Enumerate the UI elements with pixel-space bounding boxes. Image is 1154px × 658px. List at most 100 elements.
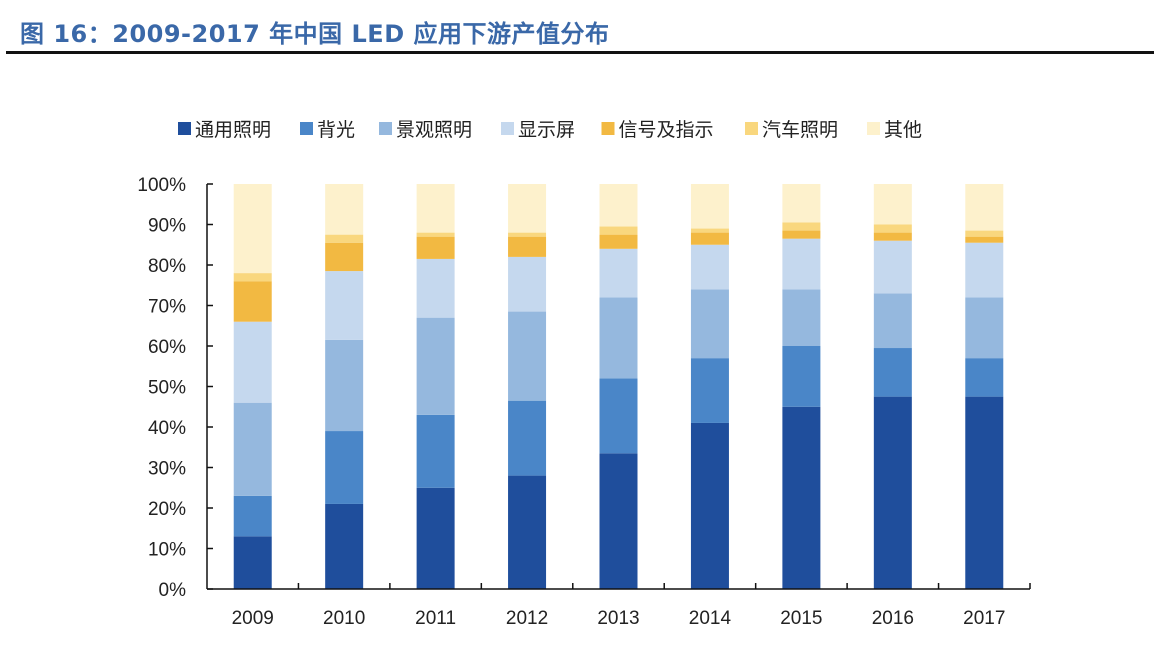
- bar-segment: [508, 256, 547, 312]
- y-tick-label: 30%: [148, 459, 186, 480]
- bar-segment: [416, 232, 455, 237]
- bar-segment: [965, 242, 1004, 298]
- x-tick-label: 2009: [232, 608, 274, 629]
- y-tick-label: 10%: [148, 540, 186, 561]
- bar-segment: [873, 184, 912, 225]
- bar-segment: [599, 226, 638, 235]
- bar-segment: [416, 236, 455, 259]
- bar-segment: [508, 236, 547, 257]
- bar-segment: [965, 396, 1004, 589]
- bar-segment: [690, 422, 729, 589]
- legend-swatch: [745, 122, 758, 135]
- bar-segment: [599, 378, 638, 454]
- bar-segment: [690, 244, 729, 290]
- bar-segment: [782, 222, 821, 231]
- bar-segment: [782, 184, 821, 223]
- bar-segment: [416, 184, 455, 233]
- bar-segment: [416, 487, 455, 589]
- legend-label: 显示屏: [518, 119, 575, 141]
- bar-segment: [690, 184, 729, 229]
- bar-segment: [965, 230, 1004, 237]
- bar-segment: [599, 453, 638, 589]
- y-tick-label: 60%: [148, 337, 186, 358]
- legend-swatch: [300, 122, 313, 135]
- bar-segment: [233, 402, 272, 496]
- legend-swatch: [867, 122, 880, 135]
- legend-label: 其他: [884, 119, 922, 141]
- bar-segment: [325, 242, 364, 272]
- y-tick-label: 100%: [137, 175, 186, 196]
- bar-segment: [233, 184, 272, 274]
- bar-segment: [599, 234, 638, 249]
- bar-segment: [508, 400, 547, 476]
- bar-segment: [782, 289, 821, 346]
- bar-segment: [508, 475, 547, 589]
- bar-segment: [690, 358, 729, 423]
- y-tick-label: 50%: [148, 378, 186, 399]
- legend-swatch: [501, 122, 514, 135]
- bar-segment: [690, 232, 729, 245]
- bar-segment: [782, 238, 821, 290]
- x-tick-label: 2017: [963, 608, 1005, 629]
- bar-segment: [325, 234, 364, 243]
- legend-label: 通用照明: [195, 119, 271, 141]
- bar-segment: [325, 271, 364, 340]
- bar-segment: [873, 224, 912, 233]
- bar-segment: [325, 431, 364, 504]
- y-tick-label: 80%: [148, 256, 186, 277]
- legend-swatch: [601, 122, 615, 135]
- y-tick-label: 40%: [148, 418, 186, 439]
- legend-label: 汽车照明: [762, 119, 838, 141]
- bar-segment: [233, 495, 272, 537]
- bar-segment: [873, 348, 912, 397]
- legend-label: 信号及指示: [619, 119, 714, 141]
- bar-segment: [965, 236, 1004, 243]
- bar-segment: [599, 184, 638, 227]
- y-tick-label: 70%: [148, 297, 186, 318]
- bar-segment: [508, 232, 547, 237]
- bar-segment: [416, 317, 455, 415]
- bar-segment: [233, 273, 272, 282]
- bar-segment: [873, 293, 912, 349]
- bar-segment: [782, 406, 821, 589]
- bar-segment: [325, 339, 364, 432]
- bar-segment: [325, 184, 364, 235]
- legend-label: 景观照明: [396, 119, 472, 141]
- bar-segment: [416, 258, 455, 318]
- bar-segment: [233, 281, 272, 322]
- bar-segment: [965, 184, 1004, 231]
- title-divider: [6, 51, 1154, 54]
- bar-segment: [233, 536, 272, 589]
- bar-segment: [508, 311, 547, 401]
- bar-segment: [416, 414, 455, 488]
- bar-segment: [599, 297, 638, 379]
- bar-segment: [690, 289, 729, 359]
- chart-title: 图 16：2009-2017 年中国 LED 应用下游产值分布: [20, 20, 610, 48]
- y-tick-label: 0%: [159, 580, 187, 601]
- bar-segment: [965, 358, 1004, 397]
- bar-segment: [599, 248, 638, 298]
- legend-label: 背光: [317, 119, 355, 141]
- legend-swatch: [178, 122, 191, 135]
- x-tick-label: 2011: [415, 608, 456, 629]
- bar-segment: [873, 240, 912, 294]
- bar-segment: [782, 230, 821, 239]
- x-tick-label: 2014: [689, 608, 732, 629]
- x-tick-label: 2016: [872, 608, 914, 629]
- bar-segment: [508, 184, 547, 233]
- bar-segment: [965, 297, 1004, 359]
- bar-segment: [690, 228, 729, 233]
- legend-swatch: [379, 122, 392, 135]
- x-tick-label: 2010: [323, 608, 365, 629]
- bar-segment: [873, 396, 912, 589]
- bar-segment: [873, 232, 912, 241]
- x-tick-label: 2013: [597, 608, 639, 629]
- y-tick-label: 20%: [148, 499, 186, 520]
- y-tick-label: 90%: [148, 216, 186, 237]
- bar-segment: [325, 503, 364, 589]
- bar-segment: [233, 321, 272, 403]
- x-tick-label: 2015: [780, 608, 822, 629]
- x-tick-label: 2012: [506, 608, 548, 629]
- bar-segment: [782, 346, 821, 407]
